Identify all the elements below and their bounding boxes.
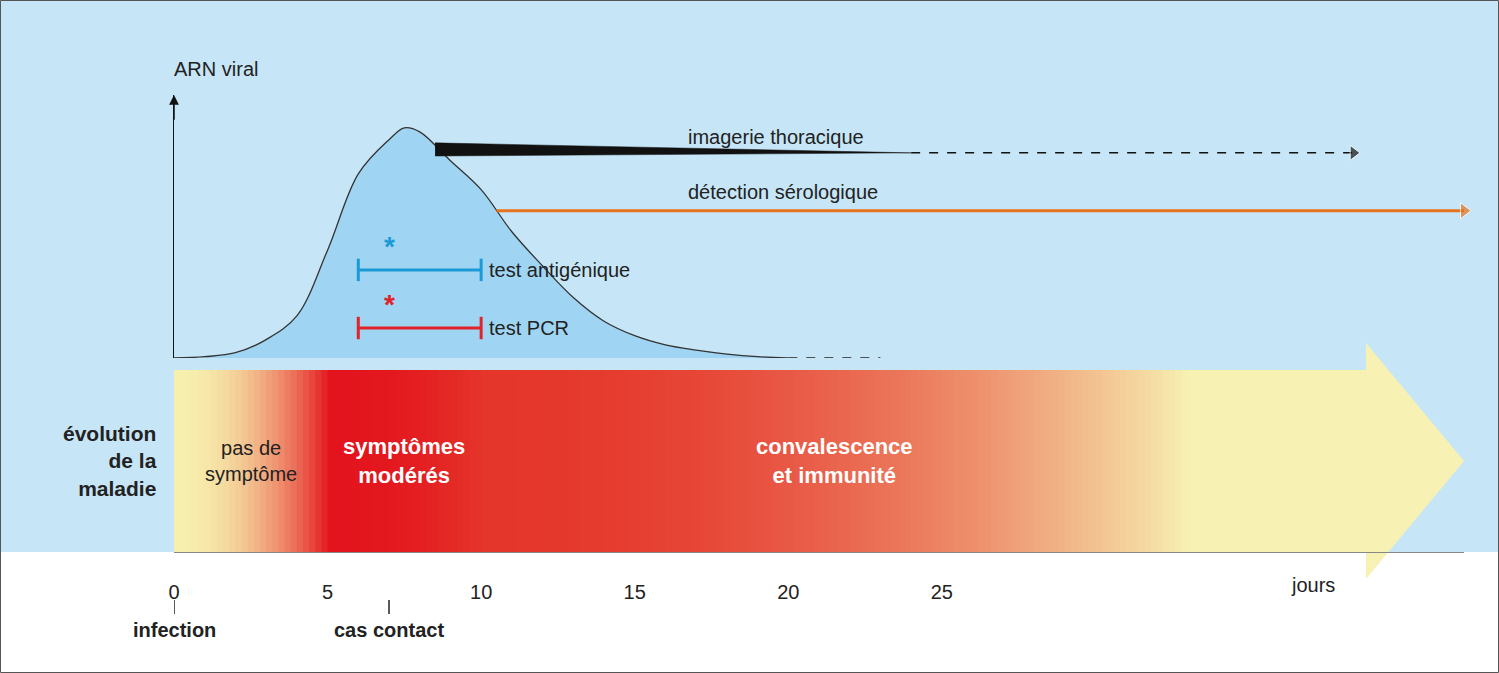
svg-text:symptômesmodérés: symptômesmodérés	[343, 434, 465, 488]
svg-text:cas contact: cas contact	[334, 619, 444, 641]
svg-text:imagerie thoracique: imagerie thoracique	[688, 126, 864, 148]
svg-text:10: 10	[470, 581, 492, 603]
svg-text:test antigénique: test antigénique	[489, 259, 630, 281]
svg-text:20: 20	[777, 581, 799, 603]
svg-text:5: 5	[322, 581, 333, 603]
svg-text:*: *	[384, 231, 395, 262]
svg-text:15: 15	[624, 581, 646, 603]
svg-text:infection: infection	[133, 619, 216, 641]
svg-text:jours: jours	[1291, 574, 1335, 596]
svg-text:0: 0	[168, 581, 179, 603]
svg-text:convalescenceet immunité: convalescenceet immunité	[756, 434, 913, 488]
svg-text:évolutionde lamaladie: évolutionde lamaladie	[63, 422, 157, 500]
svg-text:*: *	[384, 289, 395, 320]
svg-text:détection sérologique: détection sérologique	[688, 181, 878, 203]
svg-text:test PCR: test PCR	[489, 317, 569, 339]
svg-text:pas desymptôme: pas desymptôme	[205, 437, 297, 485]
svg-text:ARN viral: ARN viral	[174, 58, 258, 80]
svg-text:25: 25	[931, 581, 953, 603]
